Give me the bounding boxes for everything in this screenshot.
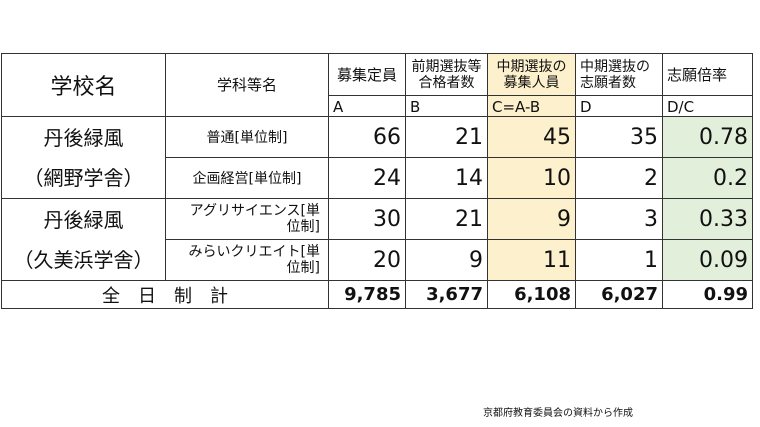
total-label: 全 日 制 計 <box>1 280 329 309</box>
cell-b: 9 <box>405 239 488 281</box>
header-ratio: 志願倍率 <box>662 53 753 96</box>
cell-a: 20 <box>328 239 406 281</box>
cell-c: 45 <box>487 116 576 158</box>
header-mid-applicants: 中期選抜の 志願者数 <box>575 53 663 96</box>
dept-text: 位制] <box>286 260 320 276</box>
cell-a: 30 <box>328 198 406 240</box>
dept-text: アグリサイエンス[単 <box>189 203 320 219</box>
school-name: 丹後緑風 <box>43 207 124 232</box>
sub-b: B <box>405 95 488 117</box>
dept-cell: 企画経営[単位制] <box>165 157 329 199</box>
cell-c: 11 <box>487 239 576 281</box>
cell-e: 0.78 <box>662 116 753 158</box>
school-cell: 丹後緑風 （久美浜学舎） <box>1 198 166 281</box>
table-row: 丹後緑風 （網野学舎） 普通[単位制] 66 21 45 35 0.78 <box>1 116 753 199</box>
header-text: 合格者数 <box>418 74 475 91</box>
header-text: 中期選抜の <box>496 58 567 75</box>
total-c: 6,108 <box>487 280 576 309</box>
dept-cell: 普通[単位制] <box>165 116 329 158</box>
dept-cell: アグリサイエンス[単 位制] <box>165 198 329 240</box>
header-row: 学校名 学科等名 募集定員 前期選抜等 合格者数 中期選抜の 募集人員 中期選抜の志… <box>1 53 753 117</box>
sub-a: A <box>328 95 406 117</box>
header-department: 学科等名 <box>165 53 329 117</box>
school-campus: （久美浜学舎） <box>13 247 154 272</box>
cell-a: 66 <box>328 116 406 158</box>
cell-b: 21 <box>405 116 488 158</box>
header-text: 志願者数 <box>580 74 636 91</box>
dept-text: みらいクリエイト[単 <box>188 244 320 260</box>
school-campus: （網野学舎） <box>23 165 144 190</box>
header-school: 学校名 <box>1 53 166 117</box>
cell-b: 14 <box>405 157 488 199</box>
total-row: 全 日 制 計 9,785 3,677 6,108 6,027 0.99 <box>1 280 753 309</box>
header-early-passed: 前期選抜等 合格者数 <box>405 53 488 96</box>
cell-a: 24 <box>328 157 406 199</box>
admissions-table: 学校名 学科等名 募集定員 前期選抜等 合格者数 中期選抜の 募集人員 中期選抜の志… <box>1 53 753 309</box>
cell-e: 0.09 <box>662 239 753 281</box>
cell-c: 10 <box>487 157 576 199</box>
table-row: 丹後緑風 （久美浜学舎） アグリサイエンス[単 位制] 30 21 9 3 0.33 <box>1 198 753 281</box>
school-name: 丹後緑風 <box>43 125 124 150</box>
table-row: 企画経営[単位制] 24 14 10 2 0.2 <box>2 157 753 199</box>
table-row: みらいクリエイト[単 位制] 20 9 11 1 0.09 <box>2 239 753 281</box>
school-cell: 丹後緑風 （網野学舎） <box>1 116 166 199</box>
total-a: 9,785 <box>328 280 406 309</box>
total-b: 3,677 <box>405 280 488 309</box>
cell-e: 0.2 <box>662 157 753 199</box>
dept-text: 位制] <box>286 219 320 235</box>
cell-d: 35 <box>575 116 663 158</box>
header-text: 募集人員 <box>503 74 560 91</box>
sub-c: C=A-B <box>487 95 576 117</box>
cell-e: 0.33 <box>662 198 753 240</box>
sub-d: D <box>575 95 663 117</box>
cell-d: 2 <box>575 157 663 199</box>
total-e: 0.99 <box>662 280 753 309</box>
sub-e: D/C <box>662 95 753 117</box>
total-d: 6,027 <box>575 280 663 309</box>
source-note: 京都府教育委員会の資料から作成 <box>483 408 633 419</box>
cell-d: 3 <box>575 198 663 240</box>
header-capacity: 募集定員 <box>328 53 406 96</box>
cell-b: 21 <box>405 198 488 240</box>
dept-cell: みらいクリエイト[単 位制] <box>165 239 329 281</box>
header-text: 中期選抜の <box>580 58 650 75</box>
header-text: 前期選抜等 <box>411 58 482 75</box>
header-mid-capacity: 中期選抜の 募集人員 <box>487 53 576 96</box>
cell-d: 1 <box>575 239 663 281</box>
cell-c: 9 <box>487 198 576 240</box>
